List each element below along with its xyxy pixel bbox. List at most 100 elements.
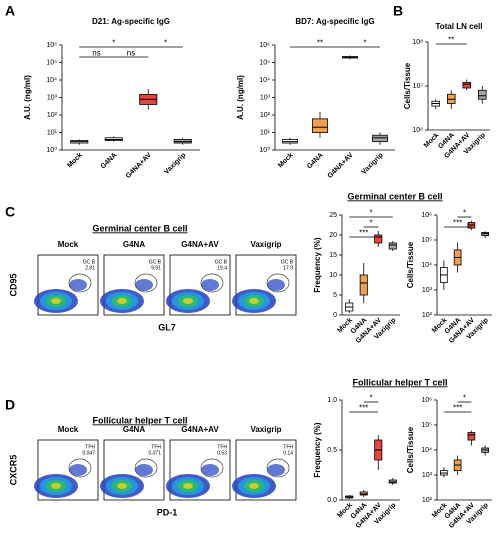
section-title: Follicular helper T cell — [92, 415, 187, 425]
gate-value: 9.91 — [151, 265, 161, 271]
chart-title: Total LN cell — [436, 22, 483, 31]
gate — [200, 273, 224, 293]
density — [201, 279, 219, 291]
gate-name: TFH — [85, 444, 95, 450]
y-tick-label: 10² — [422, 497, 433, 504]
density — [249, 298, 259, 304]
gate — [266, 273, 290, 293]
significance-label: *** — [359, 404, 368, 413]
significance-label: *** — [359, 229, 368, 238]
y-tick-label: 10⁰ — [259, 146, 270, 154]
sample-name: G4NA+AV — [181, 425, 219, 434]
y-axis-label: Cells/Tissue — [406, 241, 415, 288]
gate — [68, 458, 92, 478]
section-title: Germinal center B cell — [92, 223, 187, 233]
y-tick-label: 25 — [329, 212, 337, 219]
gate-name: TFH — [283, 444, 293, 450]
y-tick-label: 10³ — [422, 287, 433, 294]
y-tick-label: 10⁵ — [421, 237, 432, 244]
y-tick-label: 0.0 — [327, 497, 337, 504]
y-axis-label: A.U. (ng/ml) — [236, 75, 245, 120]
x-tick-label: Vaxigrip — [163, 152, 187, 176]
y-axis-label: Frequency (%) — [313, 422, 322, 477]
gate-value: 0.14 — [283, 450, 293, 456]
density — [249, 483, 259, 489]
density — [183, 298, 193, 304]
gate-name: TFH — [217, 444, 227, 450]
significance-label: * — [369, 394, 372, 403]
x-tick-label: Mock — [66, 152, 84, 170]
y-tick-label: 1.0 — [327, 397, 337, 404]
gate-value: 0.53 — [217, 450, 227, 456]
x-tick-label: Vaxigrip — [361, 152, 385, 176]
y-tick-label: 10⁷ — [413, 83, 424, 90]
gate-value: 2.81 — [85, 265, 95, 271]
y-tick-label: 10⁶ — [412, 127, 423, 134]
y-tick-label: 10³ — [260, 94, 271, 101]
y-tick-label: 10⁵ — [421, 422, 432, 429]
y-axis-label: Cells/Tissue — [406, 426, 415, 473]
density — [51, 298, 61, 304]
gate — [134, 273, 158, 293]
sample-name: Mock — [58, 425, 79, 434]
x-tick-label: Mock — [277, 152, 295, 170]
y-tick-label: 10² — [260, 112, 271, 119]
panel-label: B — [393, 3, 403, 19]
y-tick-label: 10⁶ — [46, 42, 57, 49]
significance-label: * — [112, 39, 115, 48]
y-tick-label: 10² — [422, 312, 433, 319]
x-tick-label: G4NA — [100, 152, 119, 171]
y-tick-label: 10³ — [422, 472, 433, 479]
significance-label: ns — [92, 49, 100, 58]
density — [51, 483, 61, 489]
sample-name: G4NA — [123, 425, 145, 434]
gate-name: TFH — [151, 444, 161, 450]
gate-value: 0.071 — [148, 450, 161, 456]
y-tick-label: 10⁸ — [412, 39, 423, 46]
panel-label: D — [5, 397, 15, 413]
gate — [200, 458, 224, 478]
gate-value: 0.047 — [82, 450, 95, 456]
y-tick-label: 0 — [333, 312, 337, 319]
gate-value: 17.9 — [283, 265, 293, 271]
significance-label: * — [369, 209, 372, 218]
y-tick-label: 10⁵ — [259, 59, 270, 66]
y-tick-label: 5 — [333, 292, 337, 299]
chart-title: BD7: Ag-specific IgG — [295, 17, 374, 26]
sample-name: Vaxigrip — [250, 240, 281, 249]
gate-name: GC B — [149, 259, 162, 265]
box — [462, 82, 472, 89]
density — [267, 279, 285, 291]
y-tick-label: 10 — [329, 272, 337, 279]
y-tick-label: 10⁴ — [46, 77, 57, 84]
gate — [68, 273, 92, 293]
box — [388, 242, 397, 250]
y-tick-label: 10² — [47, 112, 58, 119]
y-tick-label: 10⁶ — [421, 397, 432, 404]
density — [183, 483, 193, 489]
flow-y-label: CD95 — [8, 273, 18, 296]
y-tick-label: 10⁴ — [421, 447, 432, 454]
y-axis-label: A.U. (ng/ml) — [23, 75, 32, 120]
y-tick-label: 10⁵ — [46, 59, 57, 66]
box — [359, 274, 368, 296]
y-tick-label: 10⁶ — [259, 42, 270, 49]
gate-name: GC B — [83, 259, 96, 265]
y-tick-label: 10¹ — [260, 129, 271, 136]
y-tick-label: 10⁰ — [46, 146, 57, 154]
density — [69, 464, 87, 476]
y-axis-label: Cells/Tissue — [403, 62, 412, 109]
density — [201, 464, 219, 476]
y-tick-label: 10⁴ — [259, 77, 270, 84]
flow-x-label: PD-1 — [157, 507, 178, 517]
y-tick-label: 0.5 — [327, 447, 337, 454]
significance-label: ** — [317, 39, 323, 48]
section-title: Follicular helper T cell — [352, 377, 447, 387]
significance-label: * — [463, 209, 466, 218]
significance-label: ** — [448, 36, 454, 45]
x-tick-label: G4NA+AV — [125, 152, 153, 180]
box — [467, 432, 476, 441]
significance-label: * — [164, 39, 167, 48]
box — [374, 234, 383, 244]
